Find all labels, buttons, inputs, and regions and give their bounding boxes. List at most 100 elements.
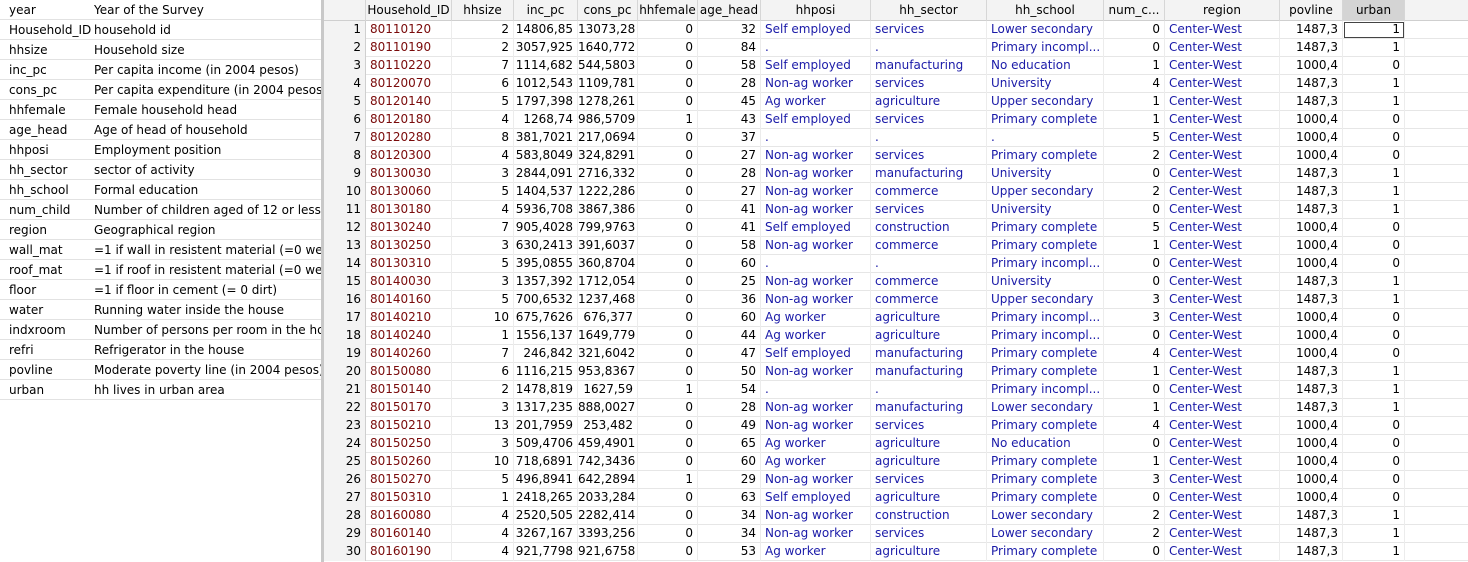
data-cell[interactable]: 2716,332 [578,165,638,183]
data-cell[interactable]: 642,2894 [578,471,638,489]
data-cell[interactable]: agriculture [871,327,987,345]
data-cell[interactable]: 45 [698,93,761,111]
data-cell[interactable]: 63 [698,489,761,507]
data-cell[interactable]: 459,4901 [578,435,638,453]
data-cell[interactable]: Center-West [1165,471,1280,489]
data-cell[interactable]: Self employed [761,345,871,363]
data-cell[interactable]: 0 [638,345,698,363]
data-cell[interactable]: Ag worker [761,93,871,111]
data-cell[interactable]: 34 [698,507,761,525]
data-cell[interactable]: 1 [1104,363,1165,381]
data-cell[interactable]: 2844,091 [514,165,578,183]
data-cell[interactable]: 1000,4 [1280,453,1343,471]
data-cell[interactable]: Lower secondary [987,21,1104,39]
data-cell[interactable]: 49 [698,417,761,435]
data-cell[interactable]: Center-West [1165,399,1280,417]
data-cell[interactable]: 1487,3 [1280,75,1343,93]
data-cell[interactable]: 1116,215 [514,363,578,381]
data-cell[interactable]: manufacturing [871,345,987,363]
data-cell[interactable]: 1 [1343,507,1405,525]
data-cell[interactable]: 0 [1104,201,1165,219]
data-cell[interactable]: 1487,3 [1280,183,1343,201]
data-cell[interactable]: 80120280 [366,129,452,147]
data-cell[interactable]: 2033,284 [578,489,638,507]
data-cell[interactable]: 1278,261 [578,93,638,111]
data-cell[interactable]: 80140260 [366,345,452,363]
data-cell[interactable]: . [871,129,987,147]
data-cell[interactable]: 921,6758 [578,543,638,561]
data-cell[interactable]: Center-West [1165,57,1280,75]
data-cell[interactable]: 80120300 [366,147,452,165]
data-cell[interactable]: 4 [452,525,514,543]
data-cell[interactable]: 1 [638,381,698,399]
data-cell[interactable]: 1 [638,111,698,129]
data-cell[interactable]: 5 [452,291,514,309]
data-cell[interactable]: 80120180 [366,111,452,129]
data-cell[interactable]: 0 [638,543,698,561]
data-cell[interactable]: 4 [1104,345,1165,363]
data-cell[interactable]: 80160140 [366,525,452,543]
data-cell[interactable]: 0 [1343,417,1405,435]
data-cell[interactable]: 25 [698,273,761,291]
data-cell[interactable]: Center-West [1165,453,1280,471]
data-cell[interactable]: 6 [452,363,514,381]
data-cell[interactable]: Non-ag worker [761,417,871,435]
data-cell[interactable]: . [761,129,871,147]
data-cell[interactable]: 2282,414 [578,507,638,525]
data-cell[interactable]: 2418,265 [514,489,578,507]
variable-row[interactable]: hhposi Employment position [0,140,321,160]
row-number[interactable]: 9 [324,165,366,183]
data-cell[interactable]: Primary incompl... [987,39,1104,57]
data-cell[interactable]: services [871,21,987,39]
data-cell[interactable]: 2 [452,39,514,57]
data-cell[interactable]: 84 [698,39,761,57]
variable-row[interactable]: cons_pc Per capita expenditure (in 2004 p… [0,80,321,100]
data-cell[interactable]: Center-West [1165,165,1280,183]
data-cell[interactable]: 0 [1104,543,1165,561]
data-cell[interactable]: manufacturing [871,165,987,183]
data-cell[interactable]: 1000,4 [1280,309,1343,327]
data-cell[interactable]: 496,8941 [514,471,578,489]
data-cell[interactable]: No education [987,57,1104,75]
data-cell[interactable]: 1109,781 [578,75,638,93]
data-cell[interactable]: 1 [638,471,698,489]
data-cell[interactable]: 1268,74 [514,111,578,129]
data-cell[interactable]: 0 [638,57,698,75]
data-cell[interactable]: 6 [452,75,514,93]
data-cell[interactable]: 80160080 [366,507,452,525]
data-cell[interactable]: 0 [1343,327,1405,345]
data-cell[interactable]: Center-West [1165,327,1280,345]
data-cell[interactable]: 0 [638,237,698,255]
data-cell[interactable]: 799,9763 [578,219,638,237]
data-cell[interactable]: University [987,273,1104,291]
data-cell[interactable]: 0 [1104,165,1165,183]
data-cell[interactable]: 1 [1343,363,1405,381]
data-cell[interactable]: 80130030 [366,165,452,183]
data-cell[interactable]: 201,7959 [514,417,578,435]
data-cell[interactable]: agriculture [871,309,987,327]
data-cell[interactable]: 28 [698,399,761,417]
data-cell[interactable]: Center-West [1165,309,1280,327]
data-cell[interactable]: 3 [452,165,514,183]
variable-row[interactable]: inc_pc Per capita income (in 2004 pesos) [0,60,321,80]
data-cell[interactable]: 3 [452,399,514,417]
data-cell[interactable]: Non-ag worker [761,147,871,165]
data-cell[interactable]: 718,6891 [514,453,578,471]
data-cell[interactable]: 1000,4 [1280,219,1343,237]
data-cell[interactable]: Ag worker [761,543,871,561]
data-cell[interactable]: 80140210 [366,309,452,327]
data-cell[interactable]: 0 [1343,237,1405,255]
data-cell[interactable]: 0 [638,165,698,183]
data-cell[interactable]: 0 [1343,435,1405,453]
data-cell[interactable]: Non-ag worker [761,399,871,417]
data-cell[interactable]: 0 [638,489,698,507]
data-cell[interactable]: 953,8367 [578,363,638,381]
data-cell[interactable]: 80150210 [366,417,452,435]
data-cell[interactable]: services [871,417,987,435]
column-header-hhsize[interactable]: hhsize [452,0,514,21]
data-cell[interactable]: 1000,4 [1280,111,1343,129]
variable-row[interactable]: num_child Number of children aged of 12 o… [0,200,321,220]
data-cell[interactable]: Non-ag worker [761,273,871,291]
column-header-urban[interactable]: urban [1343,0,1405,21]
data-cell[interactable]: services [871,201,987,219]
